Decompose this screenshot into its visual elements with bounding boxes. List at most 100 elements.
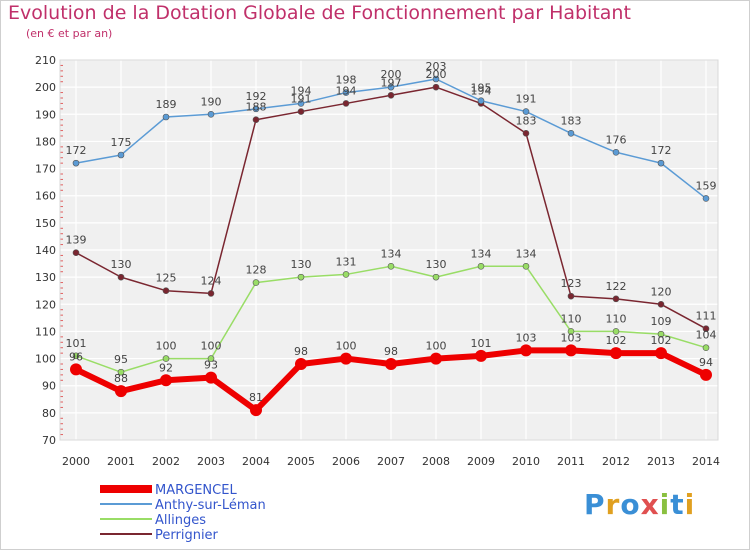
- data-label-allinges: 134: [516, 247, 537, 260]
- y-tick-label: 80: [42, 407, 56, 420]
- point-margencel: [250, 404, 262, 417]
- y-tick-label: 180: [35, 135, 56, 148]
- data-label-anthy-sur-l-man: 192: [246, 90, 267, 103]
- y-tick-label: 170: [35, 163, 56, 176]
- data-label-margencel: 81: [249, 391, 263, 404]
- point-perrignier: [702, 325, 710, 333]
- y-tick-label: 150: [35, 217, 56, 230]
- legend-label: MARGENCEL: [155, 483, 237, 498]
- data-label-allinges: 100: [156, 340, 177, 353]
- point-anthy-sur-l-man: [207, 110, 215, 118]
- data-label-margencel: 98: [294, 345, 308, 358]
- data-label-margencel: 101: [471, 337, 492, 350]
- point-perrignier: [162, 287, 170, 295]
- point-perrignier: [342, 100, 350, 107]
- x-tick-label: 2008: [422, 455, 450, 468]
- y-tick-label: 100: [35, 353, 56, 366]
- data-label-margencel: 103: [516, 331, 537, 344]
- y-tick-label: 160: [35, 190, 56, 203]
- data-label-anthy-sur-l-man: 194: [291, 84, 312, 97]
- data-label-perrignier: 194: [471, 84, 492, 97]
- point-anthy-sur-l-man: [342, 89, 350, 96]
- point-anthy-sur-l-man: [432, 75, 440, 83]
- point-anthy-sur-l-man: [702, 195, 710, 202]
- point-anthy-sur-l-man: [477, 97, 485, 105]
- point-margencel: [295, 358, 307, 370]
- chart-title: Evolution de la Dotation Globale de Fonc…: [8, 2, 631, 24]
- x-tick-label: 2002: [152, 455, 180, 468]
- data-label-perrignier: 120: [651, 285, 672, 298]
- data-label-margencel: 100: [336, 340, 357, 353]
- x-tick-label: 2000: [62, 455, 90, 468]
- y-tick-label: 70: [42, 434, 56, 447]
- data-label-allinges: 110: [561, 312, 582, 325]
- point-allinges: [477, 262, 485, 270]
- point-margencel: [610, 347, 622, 360]
- point-anthy-sur-l-man: [117, 151, 125, 159]
- x-tick-label: 2012: [602, 455, 630, 468]
- point-allinges: [342, 271, 350, 278]
- x-tick-label: 2013: [647, 455, 675, 468]
- point-perrignier: [387, 91, 395, 99]
- y-tick-label: 200: [35, 81, 56, 94]
- point-margencel: [385, 358, 397, 370]
- data-label-anthy-sur-l-man: 200: [381, 68, 402, 81]
- point-perrignier: [522, 129, 530, 137]
- point-perrignier: [252, 116, 260, 124]
- point-perrignier: [657, 300, 665, 308]
- legend-label: Perrignier: [155, 528, 219, 543]
- data-label-perrignier: 124: [201, 274, 222, 287]
- data-label-anthy-sur-l-man: 203: [426, 60, 447, 73]
- data-label-allinges: 95: [114, 353, 128, 366]
- point-anthy-sur-l-man: [387, 83, 395, 91]
- point-margencel: [115, 385, 127, 398]
- data-label-allinges: 101: [66, 337, 87, 350]
- data-label-margencel: 92: [159, 361, 173, 374]
- point-allinges: [567, 328, 575, 335]
- data-label-perrignier: 194: [336, 84, 357, 97]
- data-label-allinges: 131: [336, 255, 357, 268]
- data-label-anthy-sur-l-man: 172: [66, 144, 87, 157]
- point-margencel: [565, 344, 577, 357]
- point-margencel: [70, 363, 82, 376]
- x-tick-label: 2001: [107, 455, 135, 468]
- point-allinges: [657, 330, 665, 338]
- x-tick-label: 2011: [557, 455, 585, 468]
- data-label-margencel: 98: [384, 345, 398, 358]
- data-label-allinges: 109: [651, 315, 672, 328]
- point-perrignier: [567, 292, 575, 300]
- data-label-anthy-sur-l-man: 175: [111, 136, 132, 149]
- data-label-perrignier: 200: [426, 68, 447, 81]
- point-allinges: [297, 273, 305, 281]
- point-anthy-sur-l-man: [72, 159, 80, 167]
- x-tick-label: 2014: [692, 455, 720, 468]
- data-label-perrignier: 122: [606, 280, 627, 293]
- x-tick-label: 2006: [332, 455, 360, 468]
- data-label-allinges: 110: [606, 312, 627, 325]
- data-label-margencel: 103: [561, 331, 582, 344]
- point-perrignier: [297, 108, 305, 115]
- data-label-anthy-sur-l-man: 191: [516, 93, 537, 106]
- x-tick-label: 2007: [377, 455, 405, 468]
- legend-label: Anthy-sur-Léman: [155, 498, 266, 513]
- plot-border: [59, 59, 719, 441]
- data-label-margencel: 100: [426, 340, 447, 353]
- point-anthy-sur-l-man: [567, 129, 575, 137]
- data-label-margencel: 102: [606, 334, 627, 347]
- point-allinges: [162, 355, 170, 362]
- y-tick-label: 210: [35, 54, 56, 67]
- data-label-perrignier: 125: [156, 272, 177, 285]
- point-allinges: [387, 262, 395, 270]
- x-tick-label: 2003: [197, 455, 225, 468]
- point-perrignier: [207, 290, 215, 297]
- data-label-anthy-sur-l-man: 159: [696, 179, 717, 192]
- data-label-allinges: 128: [246, 264, 267, 277]
- point-allinges: [252, 279, 260, 286]
- data-label-allinges: 100: [201, 340, 222, 353]
- point-margencel: [700, 368, 712, 381]
- y-tick-label: 90: [42, 380, 56, 393]
- point-allinges: [117, 368, 125, 376]
- data-label-anthy-sur-l-man: 183: [561, 114, 582, 127]
- point-perrignier: [432, 83, 440, 91]
